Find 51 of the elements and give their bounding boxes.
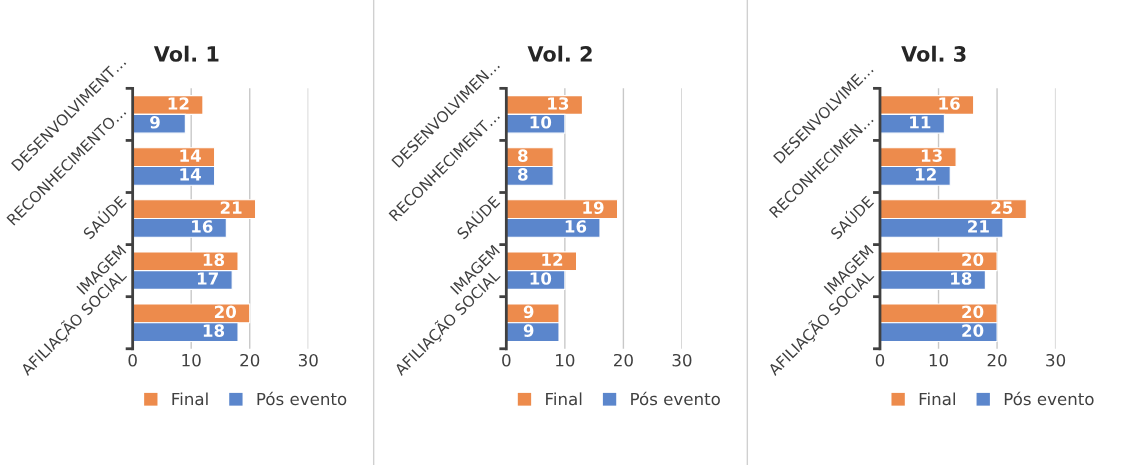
data-label: 13 (548, 97, 569, 110)
data-label: 16 (565, 220, 587, 233)
data-label: 12 (916, 168, 936, 181)
x-tick-label: 30 (672, 353, 692, 367)
legend-label: Final (546, 392, 582, 406)
data-label: 9 (150, 116, 160, 129)
x-tick-label: 0 (875, 353, 885, 367)
data-label: 9 (523, 305, 534, 319)
data-label: 13 (921, 149, 942, 162)
x-tick-label: 0 (502, 353, 511, 367)
data-label: 14 (180, 149, 201, 162)
legend-label: Pós evento (1004, 391, 1094, 406)
data-label: 18 (203, 253, 225, 267)
data-label: 18 (951, 272, 972, 285)
data-label: 16 (939, 97, 960, 110)
x-tick-label: 10 (556, 353, 575, 367)
chart-title: Vol. 1 (153, 45, 219, 62)
legend-label: Pós evento (631, 391, 720, 406)
data-label: 14 (180, 168, 201, 181)
x-tick-label: 10 (182, 353, 201, 367)
chart-title: Vol. 3 (901, 45, 966, 62)
data-label: 18 (203, 324, 225, 337)
data-label: 19 (583, 201, 604, 215)
x-tick-label: 30 (298, 353, 318, 367)
data-label: 8 (518, 149, 528, 162)
x-tick-label: 20 (614, 353, 633, 367)
data-label: 12 (168, 97, 189, 110)
data-label: 20 (962, 253, 984, 267)
chart-title: Vol. 2 (527, 45, 592, 62)
x-tick-label: 30 (1046, 353, 1066, 367)
data-label: 17 (197, 272, 218, 285)
data-label: 21 (968, 220, 989, 233)
x-tick-label: 10 (929, 353, 949, 367)
x-tick-label: 20 (240, 353, 260, 367)
data-label: 16 (192, 220, 213, 233)
data-label: 8 (518, 168, 528, 181)
data-label: 11 (910, 116, 931, 129)
legend-label: Final (919, 392, 955, 406)
data-label: 25 (991, 201, 1013, 215)
data-label: 20 (962, 324, 984, 337)
x-tick-label: 20 (987, 353, 1007, 367)
legend-label: Pós evento (257, 391, 347, 406)
data-label: 20 (962, 305, 984, 319)
data-label: 9 (523, 324, 534, 337)
legend-label: Final (172, 392, 208, 406)
data-label: 20 (214, 305, 237, 319)
x-tick-label: 0 (128, 353, 137, 367)
data-label: 12 (542, 253, 563, 266)
data-label: 10 (530, 115, 552, 129)
data-label: 21 (220, 201, 242, 214)
data-label: 10 (530, 272, 552, 285)
